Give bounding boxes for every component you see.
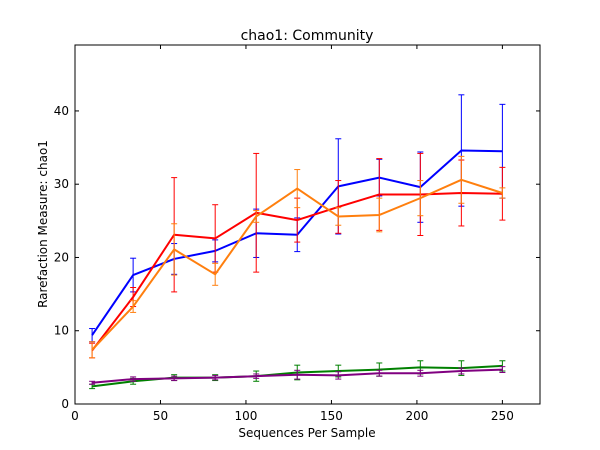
x-tick-label: 250 [491, 409, 514, 423]
axes-layer: 0 50 100 150 200 250 0 10 20 30 40 [54, 44, 541, 423]
x-tick-label: 0 [71, 409, 79, 423]
x-tick-label: 200 [405, 409, 428, 423]
plot-frame [74, 44, 541, 405]
plot-area [75, 45, 540, 404]
x-axis-title: Sequences Per Sample [238, 426, 375, 440]
x-tick-label: 150 [320, 409, 343, 423]
y-tick-label: 20 [54, 250, 69, 264]
x-tick-label: 100 [235, 409, 258, 423]
y-tick-label: 40 [54, 104, 69, 118]
x-tick-label: 50 [153, 409, 168, 423]
y-tick-label: 30 [54, 177, 69, 191]
series-3 [89, 155, 506, 359]
series-layer [89, 94, 506, 390]
series-line [91, 178, 503, 351]
y-tick-label: 10 [54, 324, 69, 338]
y-axis-title: Rarefaction Measure: chao1 [36, 140, 50, 308]
series-line [92, 368, 503, 384]
plot-background [75, 45, 540, 404]
chart-title: chao1: Community [241, 28, 374, 44]
series-line [91, 192, 503, 352]
series-5 [89, 366, 506, 385]
error-bar [89, 341, 96, 359]
y-tick-label: 0 [61, 397, 69, 411]
